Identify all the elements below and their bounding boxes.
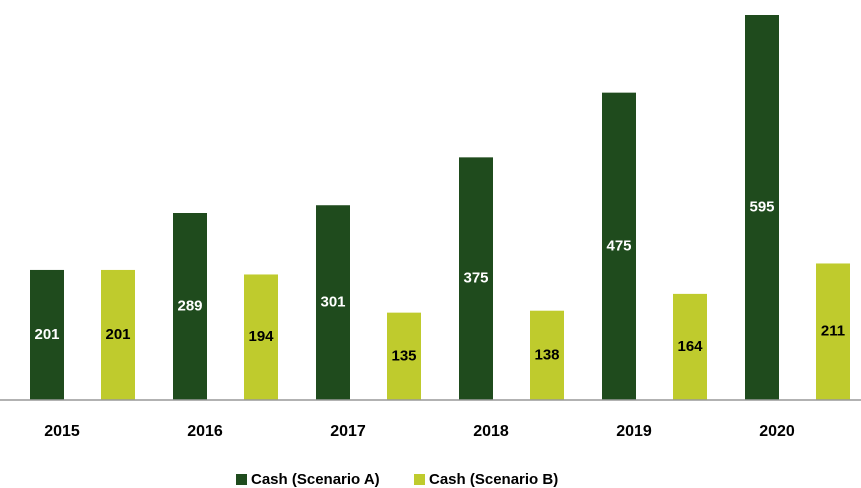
bar bbox=[745, 15, 779, 400]
value-label: 211 bbox=[821, 323, 845, 340]
value-label: 138 bbox=[534, 346, 559, 363]
value-label: 595 bbox=[749, 198, 774, 215]
bar bbox=[101, 269, 135, 400]
legend-label: Cash (Scenario A) bbox=[251, 471, 380, 488]
bar bbox=[673, 293, 707, 400]
bar bbox=[173, 213, 207, 400]
bar bbox=[459, 157, 493, 400]
value-label: 301 bbox=[320, 294, 345, 311]
bar bbox=[387, 312, 421, 400]
value-label: 375 bbox=[463, 270, 488, 287]
bar bbox=[30, 269, 64, 400]
bar bbox=[316, 205, 350, 400]
x-tick-label: 2016 bbox=[187, 423, 223, 440]
bar bbox=[530, 310, 564, 400]
x-tick-label: 2015 bbox=[44, 423, 80, 440]
value-label: 201 bbox=[105, 326, 130, 343]
value-label: 201 bbox=[34, 326, 59, 343]
x-tick-label: 2019 bbox=[616, 423, 652, 440]
bar bbox=[602, 92, 636, 400]
x-tick-label: 2018 bbox=[473, 423, 509, 440]
legend-swatch bbox=[414, 474, 425, 485]
x-tick-label: 2017 bbox=[330, 423, 366, 440]
value-label: 475 bbox=[606, 237, 631, 254]
value-label: 194 bbox=[248, 328, 274, 345]
x-tick-label: 2020 bbox=[759, 423, 795, 440]
value-label: 164 bbox=[677, 338, 703, 355]
value-label: 135 bbox=[391, 347, 416, 364]
legend-swatch bbox=[236, 474, 247, 485]
bar bbox=[816, 263, 850, 400]
bar bbox=[244, 274, 278, 400]
legend-label: Cash (Scenario B) bbox=[429, 471, 558, 488]
value-label: 289 bbox=[177, 297, 202, 314]
